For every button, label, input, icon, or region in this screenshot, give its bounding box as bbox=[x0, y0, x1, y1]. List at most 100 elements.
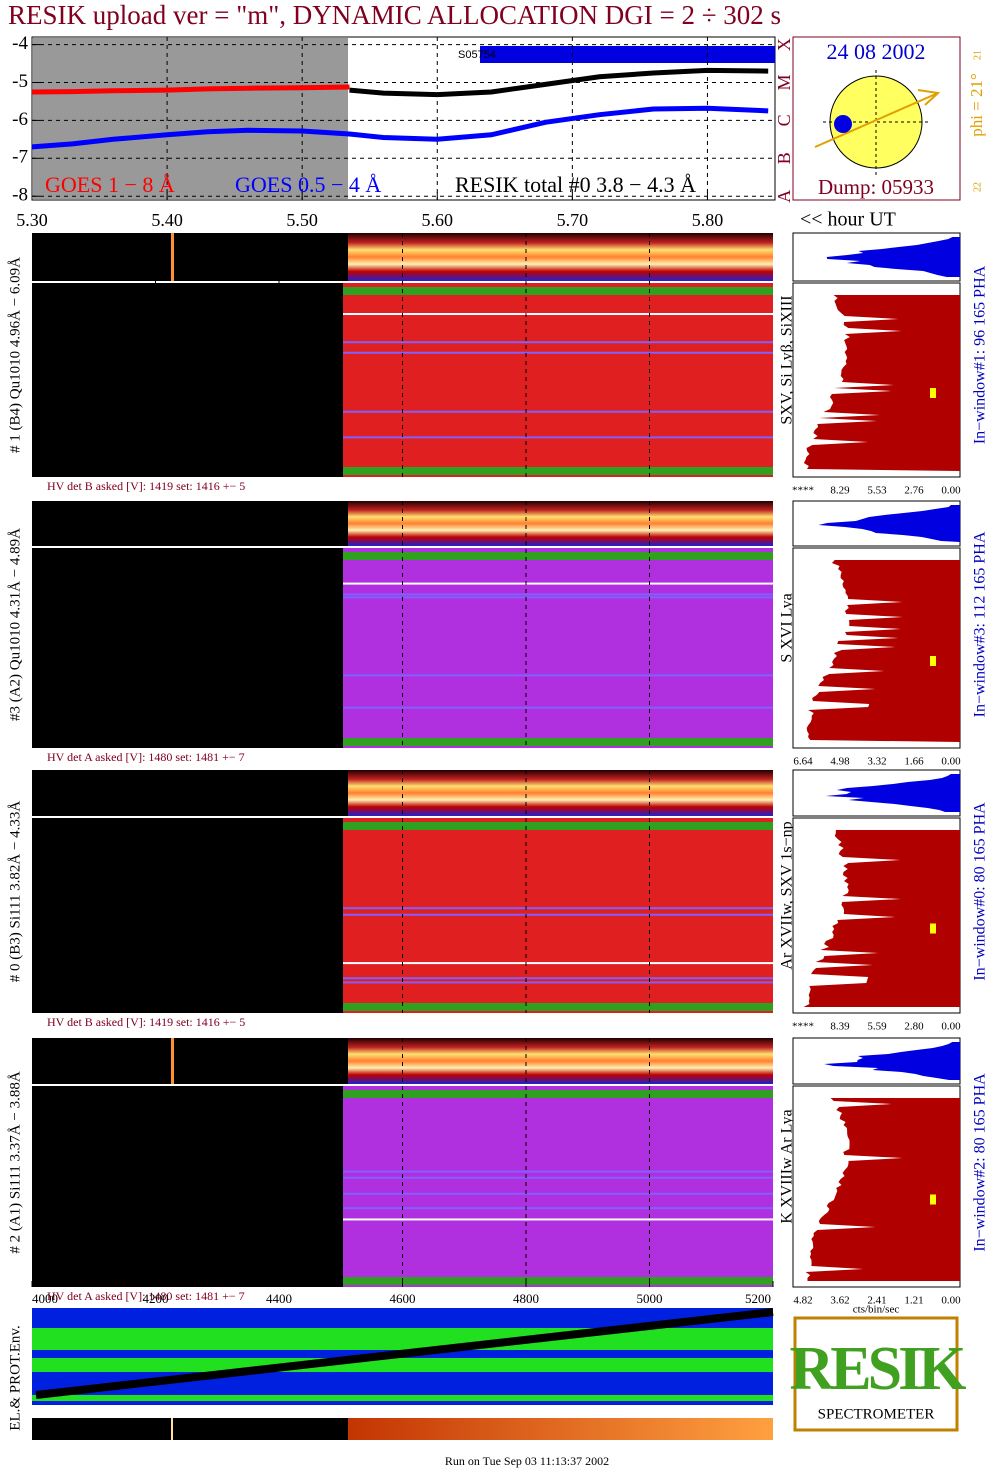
dump: Dump: 05933 bbox=[818, 175, 934, 199]
spectrogram-dark bbox=[32, 283, 343, 477]
class-label: A bbox=[774, 190, 794, 203]
x-tick-label: 4000 bbox=[32, 1291, 58, 1306]
x-tick-label: 4400 bbox=[266, 1291, 292, 1306]
x-tick-label: 5.60 bbox=[422, 210, 454, 230]
pha-tick-label: 5.53 bbox=[867, 485, 887, 497]
pha-tick-label: 0.00 bbox=[941, 756, 961, 768]
band bbox=[343, 822, 773, 830]
line-stripe bbox=[343, 436, 773, 439]
class-label: X bbox=[774, 38, 794, 51]
band bbox=[343, 1090, 773, 1098]
flare-spot bbox=[834, 115, 852, 133]
hv-label: HV det A asked [V]: 1480 set: 1481 +− 7 bbox=[47, 1289, 245, 1303]
hv-label: HV det B asked [V]: 1419 set: 1416 +− 5 bbox=[47, 1015, 245, 1029]
pha-hist bbox=[826, 237, 960, 277]
pha-marker bbox=[930, 1194, 936, 1205]
line-stripe bbox=[343, 313, 773, 316]
title: RESIK upload ver = "m", DYNAMIC ALLOCATI… bbox=[8, 0, 781, 30]
strip-dark bbox=[32, 770, 348, 816]
pha-marker bbox=[930, 923, 936, 934]
annotation: S05754 bbox=[458, 49, 496, 61]
x-tick-label: 5.50 bbox=[286, 210, 318, 230]
y-tick-label: -4 bbox=[12, 33, 28, 54]
bottom-strip-dark bbox=[32, 1418, 348, 1440]
series-line bbox=[349, 67, 769, 98]
series-line bbox=[31, 84, 350, 95]
logo-caption: SPECTROMETER bbox=[818, 1406, 935, 1422]
pha-tick-label: 2.76 bbox=[904, 485, 924, 497]
arrow bbox=[814, 92, 939, 148]
date: 24 08 2002 bbox=[827, 39, 926, 64]
line-label: S XVI Lya bbox=[779, 593, 796, 662]
window-label: In−window#0: 80 165 PHA bbox=[972, 802, 989, 981]
pha-tick-label: 3.32 bbox=[867, 756, 886, 768]
pha-marker bbox=[930, 656, 936, 666]
x-tick-label: 5.80 bbox=[692, 210, 724, 230]
spectrogram-dark bbox=[32, 818, 343, 1013]
env-band bbox=[32, 1395, 773, 1401]
pha-tick-label: **** bbox=[792, 1021, 814, 1033]
line-label: Ar XVIIw, SXV 1s−np bbox=[779, 821, 796, 969]
pha-tick-label: 1.66 bbox=[904, 756, 924, 768]
y-tick-label: -6 bbox=[12, 109, 28, 130]
pha-tick-label: 6.64 bbox=[793, 756, 813, 768]
line-stripe bbox=[343, 913, 773, 916]
pha-tick-label: 2.41 bbox=[867, 1295, 886, 1307]
pha-hist bbox=[825, 774, 960, 812]
shade bbox=[33, 38, 348, 199]
logo: RESIK SPECTROMETER bbox=[790, 1316, 970, 1432]
pha-tick-label: 2.80 bbox=[904, 1021, 924, 1033]
footer: Run on Tue Sep 03 11:13:37 2002 bbox=[445, 1454, 609, 1468]
hv-label: HV det A asked [V]: 1480 set: 1481 +− 7 bbox=[47, 750, 245, 764]
band bbox=[343, 287, 773, 295]
x-axis-label: << hour UT bbox=[800, 209, 896, 231]
y-tick-label: -7 bbox=[12, 147, 28, 168]
line-stripe bbox=[343, 907, 773, 910]
panel-ylabel: #3 (A2) Qu1010 4.31Å − 4.89Å bbox=[7, 528, 23, 721]
class-label: B bbox=[774, 152, 794, 164]
hv-label: HV det B asked [V]: 1419 set: 1416 +− 5 bbox=[47, 479, 245, 493]
x-tick-label: 5000 bbox=[637, 1291, 663, 1306]
pha-hist bbox=[803, 295, 960, 471]
line-stripe bbox=[343, 1192, 773, 1195]
legend-entry: GOES 1 − 8 Å bbox=[45, 172, 175, 197]
class-label: M bbox=[774, 74, 794, 90]
spectrogram-dark bbox=[32, 1086, 343, 1287]
line-stripe bbox=[343, 341, 773, 344]
line-stripe bbox=[343, 582, 773, 585]
pha-hist bbox=[805, 1098, 960, 1281]
flare-box: 24 08 2002 Dump: 05933 phi = 21° 21 22 bbox=[792, 36, 986, 201]
x-tick-label: 4600 bbox=[390, 1291, 416, 1306]
pha-hist bbox=[803, 830, 960, 1007]
env-band bbox=[32, 1358, 773, 1372]
hour: 22 bbox=[972, 182, 983, 192]
env-band bbox=[32, 1328, 773, 1350]
logo-frame bbox=[793, 1316, 959, 1432]
x-tick-label: 5.70 bbox=[557, 210, 589, 230]
blue-bar bbox=[480, 46, 775, 63]
line-label: SXV, Si Lyβ, SiXIII bbox=[779, 295, 796, 424]
phi: phi = 21° bbox=[967, 73, 986, 137]
panel-ylabel: # 2 (A1) Si111 3.37Å − 3.88Å bbox=[7, 1071, 23, 1254]
window-label: In−window#2: 80 165 PHA bbox=[972, 1073, 989, 1252]
pha-tick-label: 0.00 bbox=[941, 1295, 961, 1307]
panels: HV det B asked [V]: 1419 set: 1416 +− 5 #… bbox=[7, 232, 989, 1307]
x-tick-label: 4200 bbox=[143, 1291, 169, 1306]
line-stripe bbox=[343, 1218, 773, 1221]
pha-tick-label: 8.39 bbox=[830, 1021, 850, 1033]
x-tick-label: 4800 bbox=[513, 1291, 539, 1306]
pha-tick-label: 5.59 bbox=[867, 1021, 887, 1033]
goes-plot: S05754 -4 -5 -6 -7 -8 GOES 1 − 8 Å GOES 0.5 − … bbox=[12, 33, 776, 206]
line-stripe bbox=[343, 674, 773, 677]
line-stripe bbox=[343, 596, 773, 599]
band bbox=[343, 552, 773, 560]
pha-tick-label: **** bbox=[792, 485, 814, 497]
env-panel: EL.& PROT.Env. bbox=[7, 1308, 774, 1440]
window-label: In−window#1: 96 165 PHA bbox=[972, 265, 989, 444]
series-line bbox=[31, 105, 769, 150]
strip-dark bbox=[32, 1038, 348, 1084]
line-stripe bbox=[343, 706, 773, 709]
strip-mark bbox=[171, 233, 174, 281]
pha-tick-label: 8.29 bbox=[830, 485, 850, 497]
